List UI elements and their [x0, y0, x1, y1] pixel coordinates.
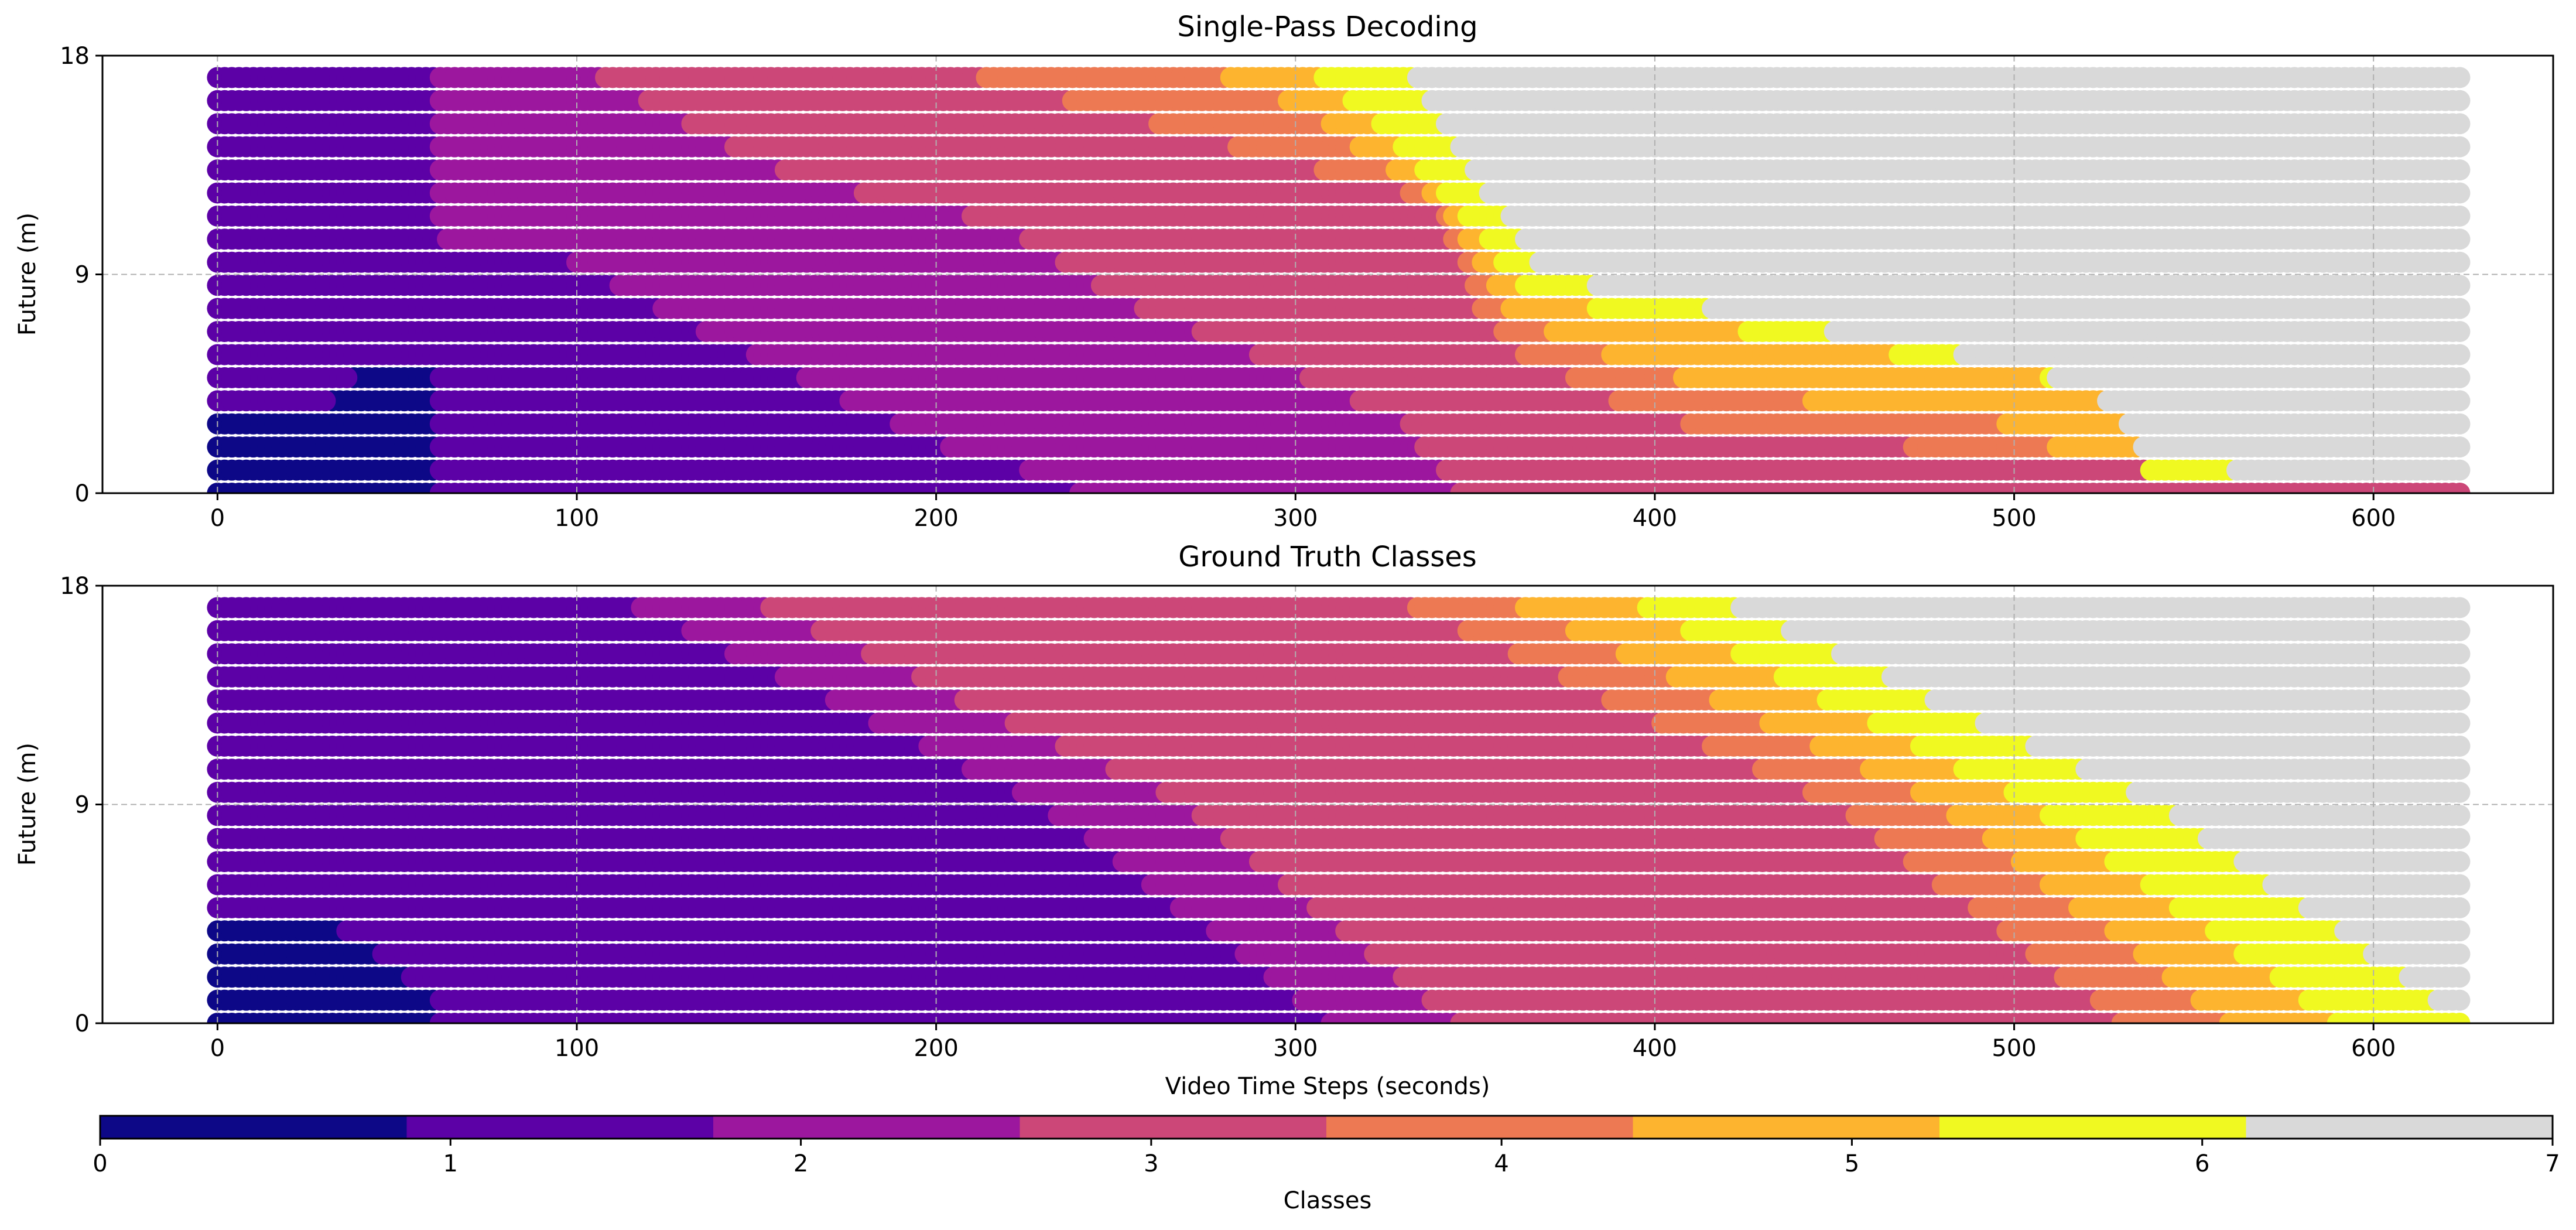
series-class-4: [976, 67, 2061, 458]
chart-single-pass: Single-Pass Decoding 0 100 200 300 400 500 600…: [14, 11, 2554, 532]
data-point: [2449, 483, 2471, 493]
series-class-3: [595, 67, 2471, 493]
series-class-7: [1407, 67, 2471, 481]
plot-area: [207, 67, 2471, 493]
chart-title: Single-Pass Decoding: [1177, 11, 1477, 43]
data-point: [336, 367, 358, 388]
series-class-1: [207, 67, 1083, 493]
data-point: [314, 390, 336, 412]
series-class-0: [207, 367, 444, 493]
series-class-2: [429, 67, 1465, 493]
